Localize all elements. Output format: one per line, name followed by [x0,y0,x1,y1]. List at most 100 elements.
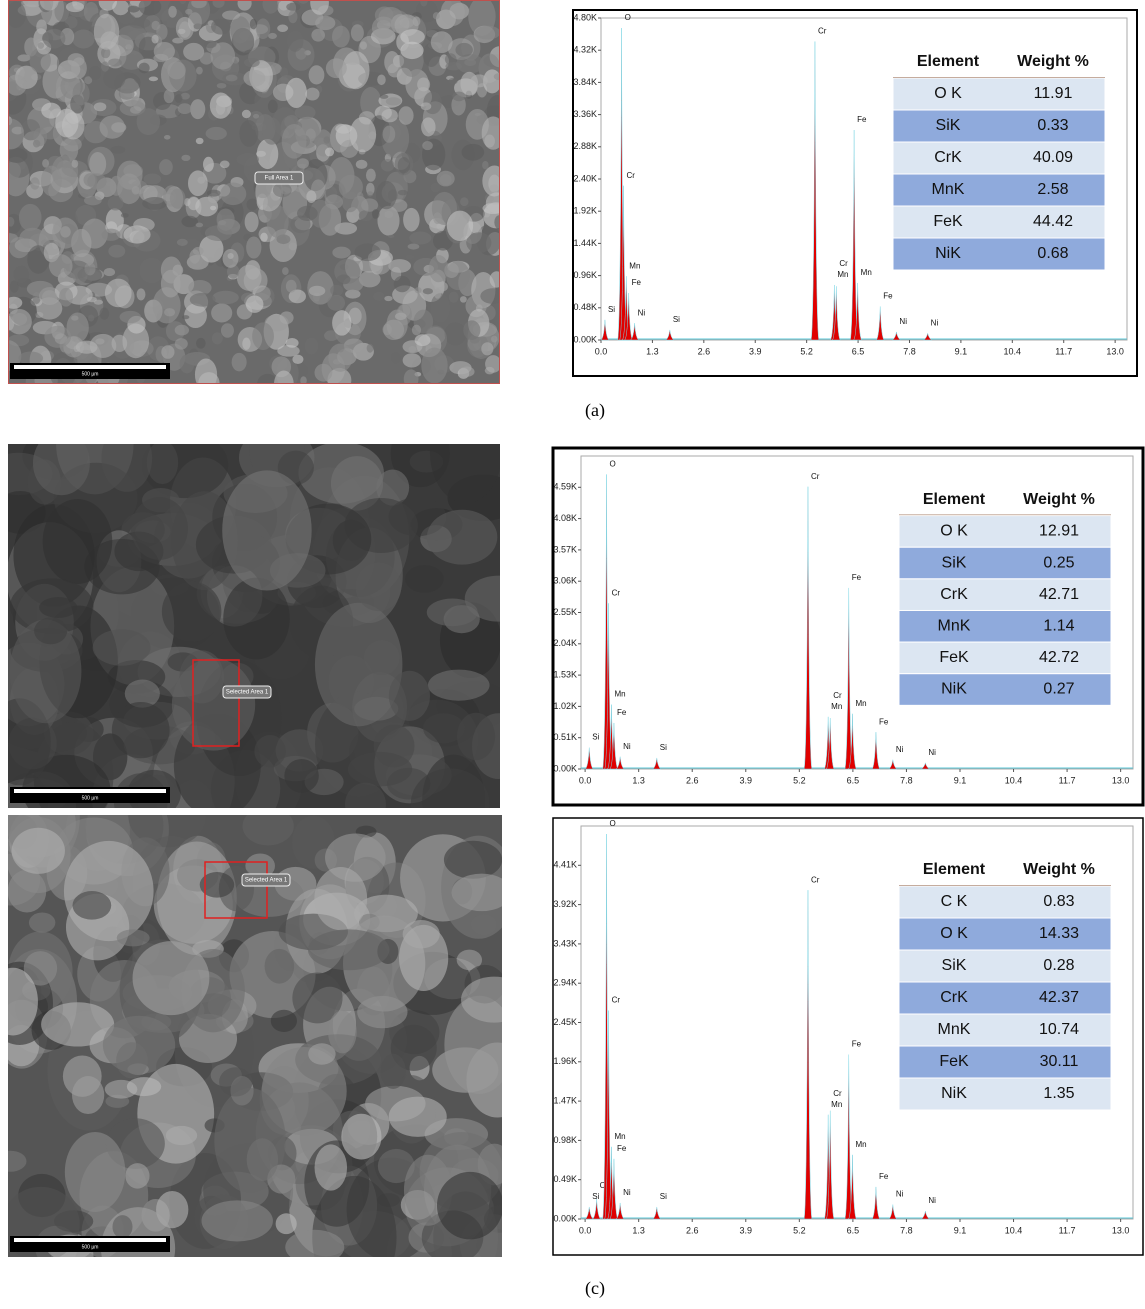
peak-label: Cr [811,472,820,481]
table-cell: FeK [939,649,969,666]
x-tick-label: 10.4 [1005,1225,1023,1235]
texture-blob [421,348,447,384]
texture-blob [181,216,198,227]
texture-blob [181,155,190,161]
texture-blob [332,247,350,259]
texture-blob [18,352,43,365]
texture-blob [177,239,188,246]
table-cell: CrK [940,989,968,1006]
table-cell: 30.11 [1040,1053,1079,1070]
texture-blob [460,296,467,303]
texture-blob [482,161,488,170]
y-tick-label: 1.02K [553,701,577,711]
texture-blob [285,1230,344,1265]
texture-blob [43,29,66,49]
texture-blob [475,26,500,40]
texture-blob [315,364,333,382]
peak-label: Cr [811,875,820,884]
texture-blob [36,19,47,34]
texture-blob [212,291,238,305]
texture-blob [381,159,395,171]
texture-blob [59,288,73,307]
texture-blob [383,126,396,143]
texture-blob [282,267,289,275]
texture-blob [18,54,31,61]
texture-blob [268,100,278,113]
texture-blob [356,562,402,611]
texture-blob [337,274,351,284]
peak-label: Mn [861,268,872,277]
peak-label: Fe [857,115,867,124]
texture-blob [357,192,364,201]
texture-blob [105,279,132,308]
y-tick-label: 0.00K [573,334,597,344]
y-tick-label: 2.04K [553,638,577,648]
y-tick-label: 3.43K [553,938,577,948]
x-tick-label: 1.3 [632,1225,645,1235]
texture-blob [383,320,404,340]
table-header: Element [923,491,986,508]
texture-blob [288,10,297,23]
table-header: Weight % [1023,491,1095,508]
annotation: Full Area 1 [265,176,294,182]
table-row-bg [893,174,1105,206]
texture-blob [9,237,29,258]
texture-blob [94,300,103,305]
texture-blob [429,255,449,282]
x-tick-label: 9.1 [954,1225,967,1235]
panel-label: (a) [585,400,605,421]
table-cell: MnK [938,1021,971,1038]
texture-blob [452,874,512,912]
texture-blob [161,345,174,359]
x-tick-label: 5.2 [793,775,806,785]
texture-blob [185,9,192,15]
texture-blob [421,117,435,136]
y-tick-label: 1.92K [573,206,597,216]
table-row-bg [893,238,1105,270]
texture-blob [230,16,250,43]
peak-label: Cr [627,171,636,180]
texture-blob [286,3,300,11]
y-tick-label: 2.40K [573,173,597,183]
texture-blob [49,254,73,278]
table-cell: 0.33 [1037,117,1068,134]
texture-blob [19,204,42,231]
texture-blob [99,116,125,139]
texture-blob [433,212,442,224]
texture-blob [178,103,192,114]
texture-blob [110,146,125,154]
table-cell: 0.68 [1037,245,1068,262]
table-row-bg [899,642,1111,674]
table-row-bg [899,516,1111,548]
texture-blob [37,42,44,48]
texture-blob [142,197,167,210]
table-cell: 0.27 [1043,681,1074,698]
texture-blob [175,94,183,103]
annotation: Selected Area 1 [245,878,288,884]
texture-blob [193,247,204,255]
table-cell: 0.25 [1043,554,1074,571]
texture-blob [176,17,194,40]
table-cell: 42.37 [1039,989,1079,1006]
texture-blob [341,1114,381,1160]
peak-label: Cr [612,588,621,597]
texture-blob [103,1016,175,1074]
table-cell: SiK [936,117,961,134]
texture-blob [386,97,402,105]
texture-blob [271,1010,297,1032]
texture-blob [381,1054,406,1089]
y-tick-label: 4.80K [573,12,597,22]
texture-blob [308,1043,335,1064]
texture-blob [64,841,154,941]
texture-blob [273,183,292,197]
texture-blob [268,33,277,39]
texture-blob [405,565,444,593]
x-tick-label: 5.2 [800,346,813,356]
y-tick-label: 3.06K [553,576,577,586]
texture-blob [94,14,119,50]
texture-blob [431,31,453,53]
peak-label: Mn [855,699,866,708]
texture-blob [428,670,490,701]
x-tick-label: 11.7 [1059,775,1076,785]
texture-blob [243,70,265,87]
